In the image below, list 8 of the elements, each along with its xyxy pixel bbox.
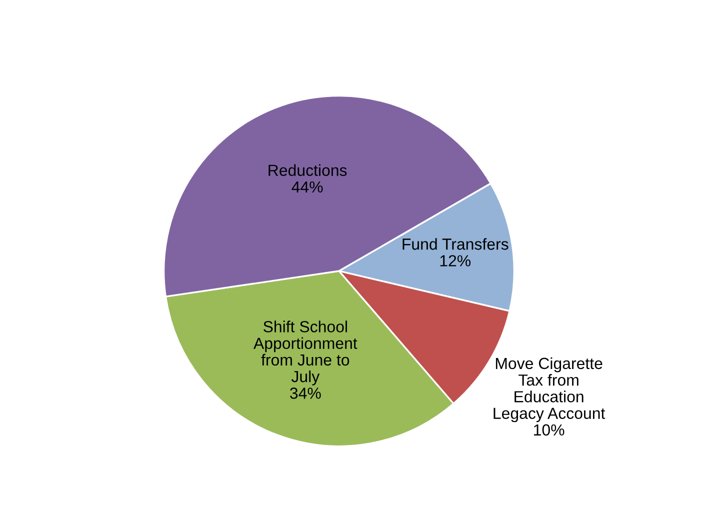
data-label: 34% — [290, 388, 321, 399]
data-label: 12% — [440, 255, 471, 266]
slice-label: Reductions — [268, 164, 347, 176]
data-label: 10% — [534, 424, 564, 436]
slice-label: Move Cigarette Tax from Education Legacy Account — [494, 357, 606, 422]
data-label: 44% — [292, 181, 323, 193]
slice-label: Shift School Apportionment from June to July — [254, 320, 358, 386]
slice-label: Fund Transfers — [402, 238, 508, 250]
